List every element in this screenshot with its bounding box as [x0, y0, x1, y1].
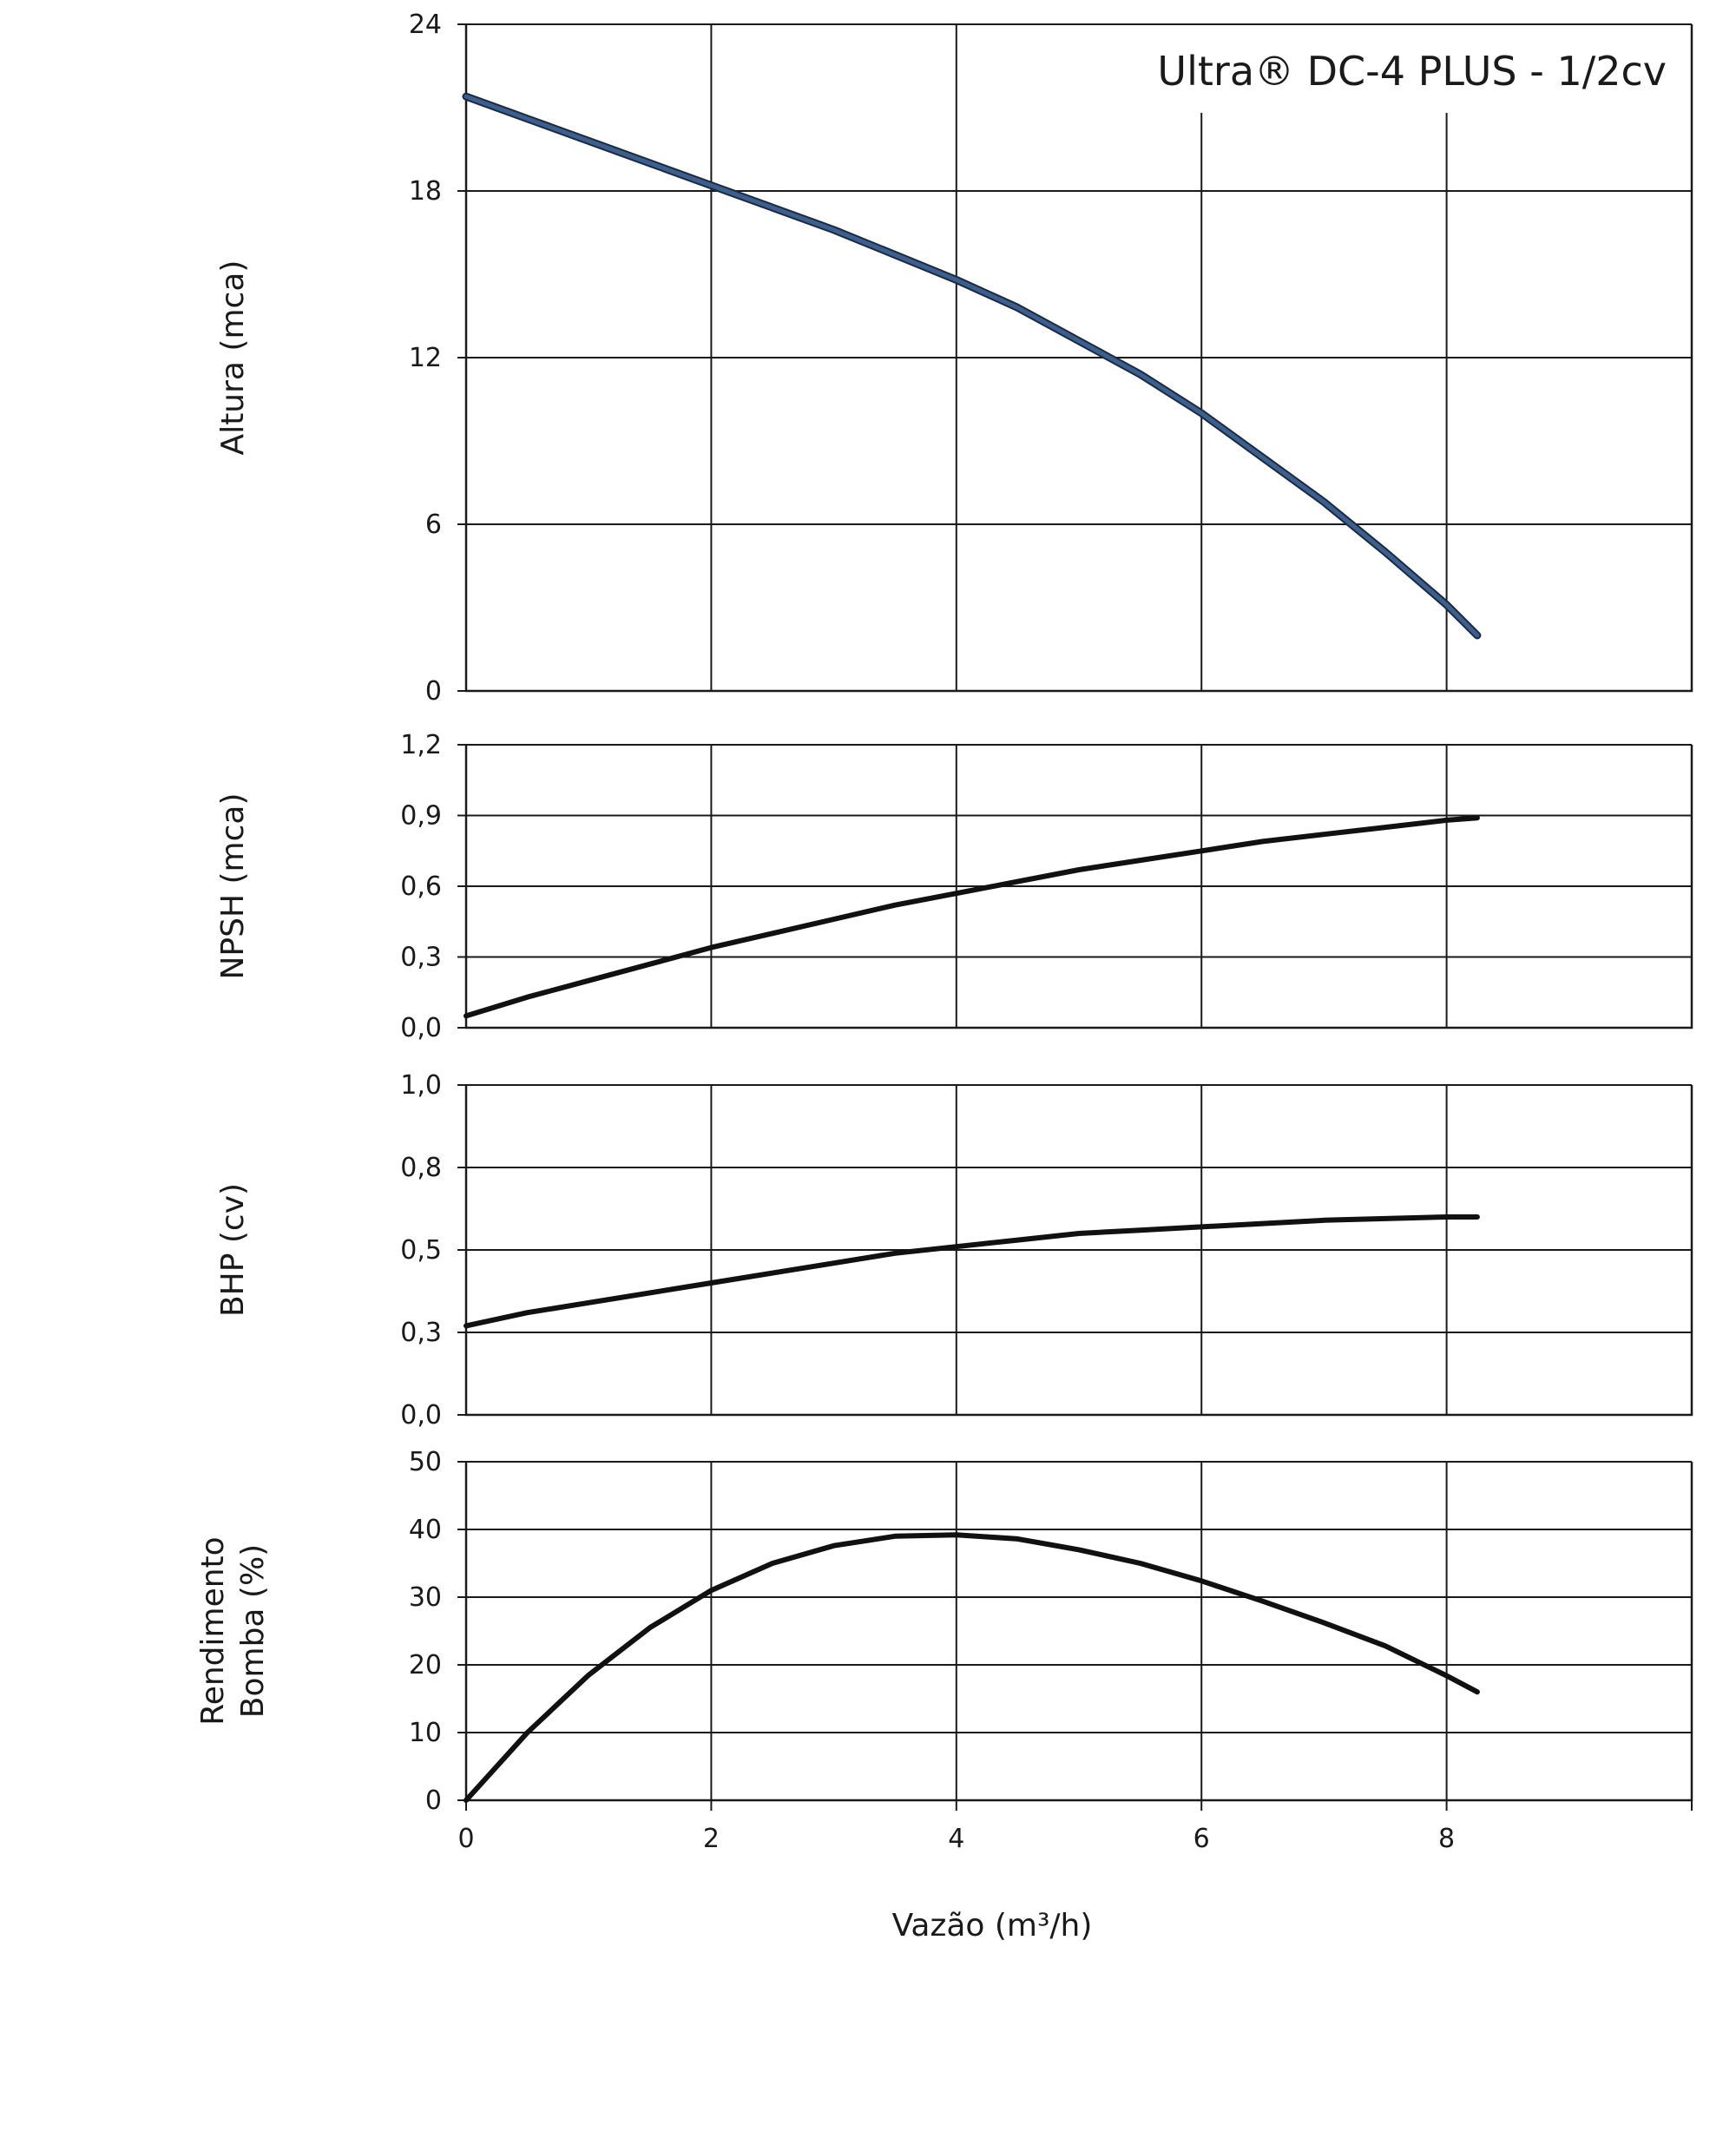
- panel-npsh: 0,0 0,3 0,6 0,9 1,2 NPSH (mca): [215, 730, 1693, 1043]
- ytick-label: 18: [409, 176, 442, 207]
- xtick-label: 4: [948, 1824, 964, 1854]
- xtick-label: 0: [457, 1824, 474, 1854]
- ytick-label: 0: [425, 676, 442, 707]
- xtick-label: 6: [1194, 1824, 1210, 1854]
- ytick-label: 12: [409, 343, 442, 373]
- series-line-altura: [464, 94, 1480, 638]
- ytick-label: 0: [425, 1786, 442, 1816]
- xtick-label: 2: [703, 1824, 720, 1854]
- ytick-label: 0,3: [400, 943, 442, 973]
- ytick-label: 0,8: [400, 1153, 442, 1183]
- y-axis-label: Altura (mca): [215, 260, 251, 456]
- y-axis-label: Rendimento: [195, 1536, 231, 1725]
- panel-altura: 0 6 12 18 24 Altura (mca) Ultra® DC-4 PLUS - 1…: [215, 10, 1693, 707]
- ytick-label: 50: [409, 1447, 442, 1477]
- ytick-label: 0,3: [400, 1318, 442, 1348]
- plot-frame: [464, 1462, 1693, 1802]
- ytick-label: 0,5: [400, 1235, 442, 1266]
- ytick-label: 10: [409, 1718, 442, 1748]
- series-line-outline: [462, 92, 1482, 640]
- ytick-label: 0,9: [400, 801, 442, 832]
- ytick-label: 0,6: [400, 871, 442, 902]
- y-axis-label: Bomba (%): [235, 1544, 271, 1718]
- xtick-label: 8: [1438, 1824, 1455, 1854]
- chart-title: Ultra® DC-4 PLUS - 1/2cv: [1157, 48, 1667, 95]
- ytick-label: 0,0: [400, 1400, 442, 1430]
- ytick-label: 0,0: [400, 1013, 442, 1043]
- x-axis-label: Vazão (m³/h): [892, 1908, 1093, 1943]
- ytick-label: 30: [409, 1582, 442, 1613]
- y-axis-label: BHP (cv): [215, 1183, 251, 1317]
- ytick-label: 1,2: [400, 730, 442, 760]
- ytick-label: 24: [409, 10, 442, 40]
- ytick-label: 1,0: [400, 1070, 442, 1101]
- series-line-npsh: [464, 815, 1480, 1019]
- series-line-bhp: [464, 1214, 1480, 1329]
- ytick-label: 6: [425, 510, 442, 540]
- panel-rendimento: 0 10 20 30 40 50 0 2 4 6 8 Rendimento Bomba (%) Vazão…: [195, 1447, 1693, 1943]
- series-line-rendimento: [464, 1532, 1480, 1803]
- panel-bhp: 0,0 0,3 0,5 0,8 1,0 BHP (cv): [215, 1070, 1693, 1430]
- y-axis-label: NPSH (mca): [215, 792, 251, 979]
- ytick-label: 40: [409, 1515, 442, 1545]
- ytick-label: 20: [409, 1650, 442, 1680]
